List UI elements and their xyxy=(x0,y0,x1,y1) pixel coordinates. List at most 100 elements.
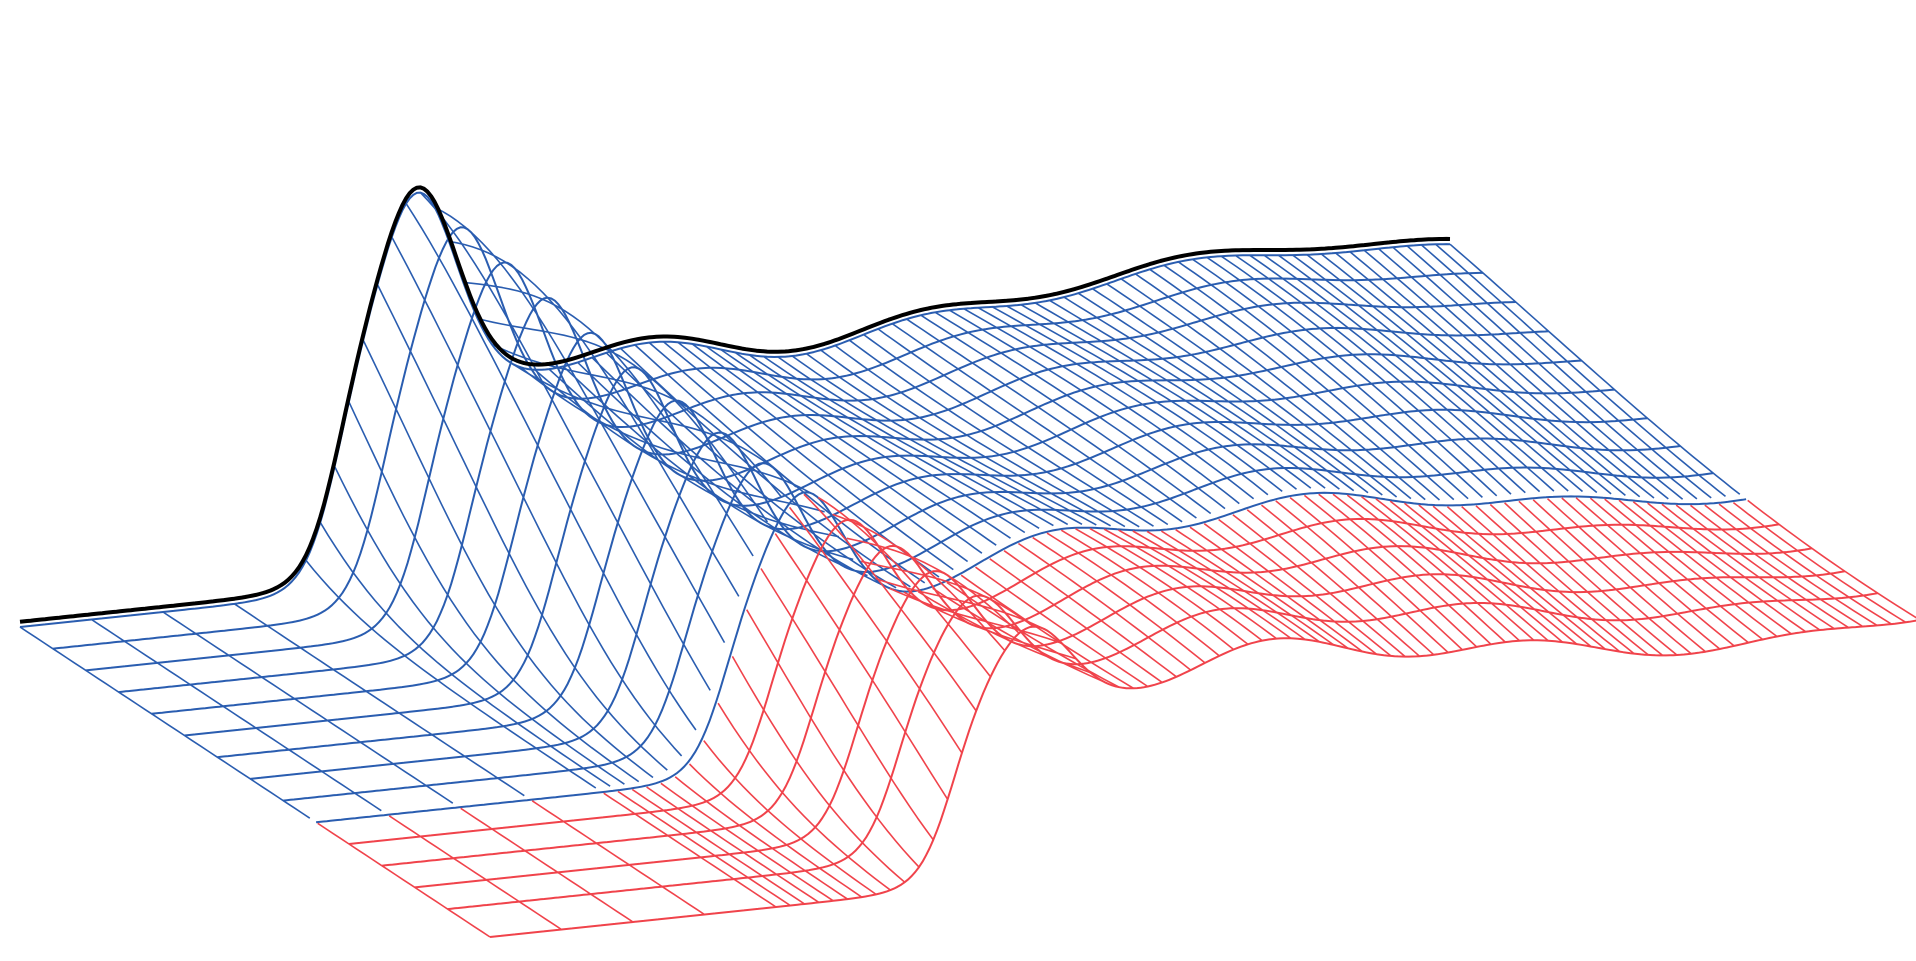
grid-line-x xyxy=(1575,497,1749,644)
grid-line-x xyxy=(1690,504,1864,628)
grid-line-x xyxy=(1363,249,1655,499)
grid-line-x xyxy=(1232,514,1406,658)
grid-line-x xyxy=(688,763,863,898)
grid-line-x xyxy=(674,776,848,900)
grid-line-x xyxy=(1375,498,1549,642)
grid-line-x xyxy=(1406,245,1698,500)
grid-line-x xyxy=(1106,283,1398,498)
grid-line-x xyxy=(877,328,1169,526)
grid-line-x xyxy=(448,240,740,597)
grid-line-x xyxy=(505,359,797,488)
grid-line-x xyxy=(1392,246,1684,500)
grid-line-x xyxy=(605,352,897,589)
grid-line-x xyxy=(1561,497,1735,647)
grid-line-x xyxy=(1235,254,1526,494)
grid-line-x xyxy=(362,339,654,779)
grid-line-x xyxy=(1060,529,1235,651)
grid-line-x xyxy=(746,609,920,868)
grid-line-x xyxy=(333,466,625,785)
grid-line-x xyxy=(348,401,640,783)
grid-line-x xyxy=(960,574,1134,689)
grid-line-x xyxy=(1632,501,1807,633)
grid-line-x xyxy=(691,343,983,554)
grid-line-x xyxy=(405,203,697,731)
grid-line-y xyxy=(85,261,1516,672)
grid-line-x xyxy=(992,306,1283,493)
grid-line-x xyxy=(1218,518,1392,657)
grid-line-x xyxy=(1160,530,1335,646)
grid-line-x xyxy=(906,318,1197,519)
grid-line-x xyxy=(846,537,1020,634)
grid-line-x xyxy=(834,344,1126,528)
grid-line-x xyxy=(1075,528,1249,645)
grid-line-x xyxy=(631,788,806,905)
grid-line-x xyxy=(1189,526,1363,653)
grid-line-x xyxy=(1046,532,1220,657)
grid-line-x xyxy=(1146,530,1320,643)
grid-line-x xyxy=(1049,299,1340,490)
grid-line-x xyxy=(946,581,1120,688)
grid-line-x xyxy=(920,314,1212,515)
grid-line-x xyxy=(1446,506,1621,653)
grid-line-x xyxy=(376,284,668,771)
grid-line-x xyxy=(1732,501,1907,623)
grid-line-x xyxy=(1177,261,1469,500)
grid-line-x xyxy=(1249,254,1541,493)
grid-line-x xyxy=(763,355,1054,527)
grid-line-x xyxy=(1432,505,1606,650)
grid-line-x xyxy=(391,236,683,757)
grid-line-x xyxy=(1277,254,1569,492)
grid-line-x xyxy=(705,345,997,546)
grid-line-x xyxy=(19,626,311,819)
grid-line-x xyxy=(620,347,911,588)
grid-line-x xyxy=(646,786,820,904)
grid-line-x xyxy=(1532,499,1707,653)
grid-line-x xyxy=(1418,504,1592,648)
grid-line-x xyxy=(1403,502,1578,645)
grid-line-x xyxy=(949,309,1240,505)
grid-line-x xyxy=(460,807,634,923)
grid-line-x xyxy=(848,339,1140,528)
grid-line-x xyxy=(934,311,1226,510)
grid-line-x xyxy=(531,800,705,916)
grid-line-y xyxy=(315,491,1747,824)
grid-line-x xyxy=(731,656,906,883)
grid-line-x xyxy=(989,558,1163,684)
grid-line-x xyxy=(1546,498,1721,650)
grid-line-x xyxy=(1089,527,1263,642)
grid-line-x xyxy=(1032,536,1206,664)
grid-line-x xyxy=(1103,528,1277,640)
grid-line-x xyxy=(1292,254,1584,493)
grid-line-x xyxy=(1275,500,1449,654)
grid-line-x xyxy=(891,323,1183,523)
grid-line-x xyxy=(534,369,825,513)
grid-line-x xyxy=(319,521,611,787)
grid-line-x xyxy=(703,740,877,896)
grid-line-x xyxy=(662,341,954,571)
grid-line-x xyxy=(1246,509,1421,657)
grid-line-y xyxy=(348,517,1780,845)
grid-line-x xyxy=(1192,258,1483,498)
grid-line-x xyxy=(1134,273,1426,501)
grid-line-x xyxy=(803,493,977,712)
grid-line-x xyxy=(1461,506,1635,655)
grid-line-x xyxy=(1034,302,1326,489)
grid-line-x xyxy=(1435,243,1726,498)
grid-line-x xyxy=(1589,497,1764,641)
grid-line-x xyxy=(774,533,949,800)
grid-line-x xyxy=(748,354,1040,529)
grid-line-x xyxy=(463,281,754,557)
grid-line-x xyxy=(1449,243,1741,495)
grid-line-x xyxy=(477,317,769,523)
grid-line-x xyxy=(1063,296,1355,492)
grid-line-x xyxy=(863,333,1154,527)
grid-line-x xyxy=(1332,493,1506,643)
grid-line-x xyxy=(1092,288,1383,496)
grid-line-x xyxy=(977,307,1269,496)
grid-line-x xyxy=(1017,542,1192,671)
grid-line-x xyxy=(1718,503,1892,625)
grid-line-x xyxy=(777,356,1069,526)
grid-line-x xyxy=(1604,498,1778,638)
grid-line-x xyxy=(603,792,777,908)
